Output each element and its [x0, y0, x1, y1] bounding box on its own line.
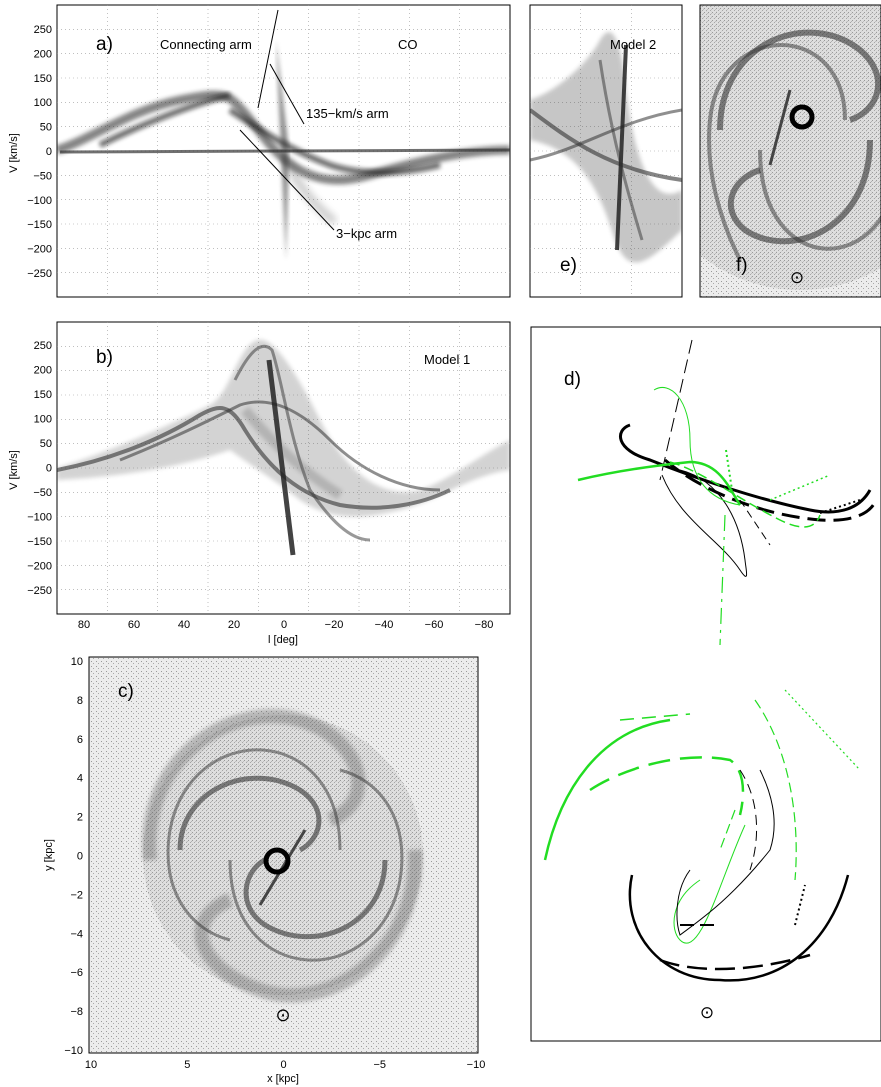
panel-b-x-tick-label: −20: [325, 619, 344, 631]
panel-a-label: a): [96, 34, 113, 55]
panel-d-lower-tracings: [543, 689, 861, 982]
panel-c-x-tick-label: 10: [85, 1059, 97, 1071]
panel-f-density: [700, 5, 881, 290]
panel-f-frame: [699, 4, 881, 298]
panel-c-y-tick-label: 6: [77, 734, 83, 746]
panel-b-dataset-label: Model 1: [424, 352, 470, 367]
panel-e-dataset-label: Model 2: [610, 37, 656, 52]
panel-c-x-ticks: 10 5 0 −5 −10: [85, 1059, 485, 1071]
panel-a-y-axis-label: V [km/s]: [8, 133, 20, 173]
panel-b-x-ticks: 80 60 40 20 0 −20 −40 −60 −80: [78, 619, 493, 631]
panel-a: a) Connecting arm CO 135−km/s arm 3−kpc …: [8, 4, 511, 298]
arm-3kpc-pointer: [239, 129, 335, 231]
panel-d-label: d): [564, 369, 581, 390]
panel-d-upper-tracings: [577, 339, 878, 646]
sun-marker-c: ⊙: [275, 1005, 290, 1026]
panel-b-model-emission: [57, 339, 510, 556]
panel-f-label: f): [736, 255, 748, 276]
arm-135-pointer: [269, 63, 305, 125]
panel-c-y-axis-label: y [kpc]: [43, 839, 55, 871]
panel-b-x-tick-label: −40: [375, 619, 394, 631]
panel-b-y-tick-label: 100: [34, 414, 52, 426]
panel-b-y-tick-label: −250: [27, 585, 52, 597]
sun-marker-d: ⊙: [700, 1003, 714, 1023]
panel-b-x-tick-label: 60: [128, 619, 140, 631]
panel-b-y-axis-label: V [km/s]: [8, 450, 20, 490]
panel-a-emission: [57, 40, 510, 260]
panel-c-y-tick-label: 8: [77, 695, 83, 707]
panel-a-y-tick-label: 250: [34, 24, 52, 36]
connecting-arm-pointer: [257, 9, 279, 109]
panel-b-y-ticks: 250 200 150 100 50 0 −50 −100 −150 −200 −250: [27, 340, 52, 597]
panel-c-y-tick-label: 0: [77, 851, 83, 863]
panel-e-label: e): [560, 255, 577, 276]
panel-c-density: [142, 709, 423, 1003]
panel-b-x-tick-label: −80: [475, 619, 494, 631]
panel-b-y-tick-label: −200: [27, 561, 52, 573]
panel-a-y-tick-label: −150: [27, 219, 52, 231]
panel-b-y-tick-label: −50: [33, 487, 52, 499]
panel-b-x-tick-label: 80: [78, 619, 90, 631]
panel-c-x-tick-label: 0: [280, 1059, 286, 1071]
panel-d: d): [530, 326, 881, 1042]
panel-a-y-tick-label: −200: [27, 244, 52, 256]
panel-a-y-tick-label: 50: [40, 122, 52, 134]
panel-a-y-tick-label: 150: [34, 73, 52, 85]
panel-b-x-tick-label: 20: [228, 619, 240, 631]
panel-b-label: b): [96, 347, 113, 368]
panel-b-x-tick-label: 0: [281, 619, 287, 631]
panel-b-x-tick-label: −60: [425, 619, 444, 631]
panel-a-y-tick-label: 0: [46, 146, 52, 158]
panel-e: Model 2 e): [529, 4, 683, 298]
panel-c-y-tick-label: −6: [70, 967, 83, 979]
panel-b-y-tick-label: −100: [27, 512, 52, 524]
panel-c-y-tick-label: 10: [71, 656, 83, 668]
panel-e-model-emission: [530, 32, 682, 263]
panel-a-y-tick-label: 100: [34, 97, 52, 109]
panel-b: b) Model 1 250200150100500−50−100−150−20…: [8, 321, 511, 646]
arm-135-annotation: 135−km/s arm: [306, 106, 389, 121]
panel-c-x-axis-label: x [kpc]: [267, 1073, 299, 1085]
panel-b-x-axis-label: l [deg]: [268, 634, 298, 646]
panel-b-y-tick-label: 250: [34, 340, 52, 352]
panel-c-y-tick-label: −8: [70, 1006, 83, 1018]
panel-a-y-tick-label: −250: [27, 268, 52, 280]
arm-3kpc-annotation: 3−kpc arm: [336, 226, 397, 241]
panel-a-y-ticks: 250 200 150 100 50 0 −50 −100 −150 −200 −250: [27, 24, 52, 280]
panel-c-y-tick-label: −4: [70, 928, 83, 940]
panel-a-dataset-label: CO: [398, 37, 418, 52]
panel-a-y-tick-label: −50: [33, 170, 52, 182]
panel-a-y-tick-label: −100: [27, 195, 52, 207]
panel-c-y-tick-label: 2: [77, 812, 83, 824]
panel-f: f) ⊙: [699, 4, 881, 298]
panel-b-y-tick-label: 200: [34, 365, 52, 377]
panel-a-grid: [57, 5, 510, 297]
panel-b-x-tick-label: 40: [178, 619, 190, 631]
panel-c-frame: [88, 656, 479, 1054]
panel-b-y-tick-label: 0: [46, 463, 52, 475]
panel-d-frame: [530, 326, 881, 1042]
panel-c-y-ticks: 10 8 6 4 2 0 −2 −4 −6 −8 −10: [64, 656, 83, 1057]
panel-c: c) ⊙ 10 8 6 4 2 0 −2 −4 −6 −8 −10 10 5 0 −5 −10 y [kpc…: [43, 656, 485, 1085]
connecting-arm-annotation: Connecting arm: [160, 37, 252, 52]
panel-b-y-tick-label: 50: [40, 438, 52, 450]
panel-c-x-tick-label: 5: [184, 1059, 190, 1071]
panel-c-x-tick-label: −10: [467, 1059, 486, 1071]
sun-marker-f: ⊙: [790, 268, 804, 288]
panel-c-x-tick-label: −5: [373, 1059, 386, 1071]
panel-c-y-tick-label: −2: [70, 889, 83, 901]
panel-a-y-tick-label: 200: [34, 48, 52, 60]
panel-b-y-tick-label: 150: [34, 389, 52, 401]
panel-c-y-tick-label: −10: [64, 1045, 83, 1057]
panel-c-y-tick-label: 4: [77, 773, 83, 785]
panel-c-label: c): [118, 681, 134, 702]
panel-b-y-tick-label: −150: [27, 536, 52, 548]
